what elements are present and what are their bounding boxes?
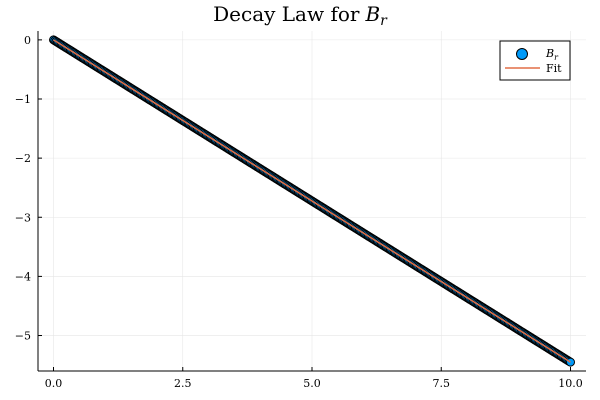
y-tick-label-3: −3 [15,211,31,224]
legend-marker-b-r [516,48,528,60]
title-symbol: B [364,2,380,26]
chart-title: Decay Law for Br [213,2,388,29]
x-tick-label-3: 7.5 [432,377,450,390]
x-tick-label-2: 5.0 [303,377,321,390]
tick-labels: 0.0 2.5 5.0 7.5 10.0 0 −1 −2 −3 −4 −5 [15,34,583,390]
legend-subscript: r [554,53,559,62]
x-tick-label-4: 10.0 [558,377,583,390]
x-tick-label-1: 2.5 [174,377,192,390]
legend-symbol: B [545,47,554,60]
y-tick-label-0: 0 [24,34,31,47]
y-tick-label-2: −2 [15,152,31,165]
legend-label-b-r: Br [545,47,559,62]
legend: Br Fit [499,40,571,81]
y-tick-label-5: −5 [15,330,31,343]
x-tick-label-0: 0.0 [45,377,63,390]
y-tick-label-4: −4 [15,270,31,283]
grid [38,31,586,371]
fit-series [53,39,571,363]
title-text: Decay Law for [213,2,360,26]
legend-box [499,40,571,81]
axes [37,31,586,372]
fit-line [53,39,571,363]
title-subscript: r [380,13,388,29]
legend-label-fit: Fit [546,62,562,75]
y-tick-label-1: −1 [15,93,31,106]
